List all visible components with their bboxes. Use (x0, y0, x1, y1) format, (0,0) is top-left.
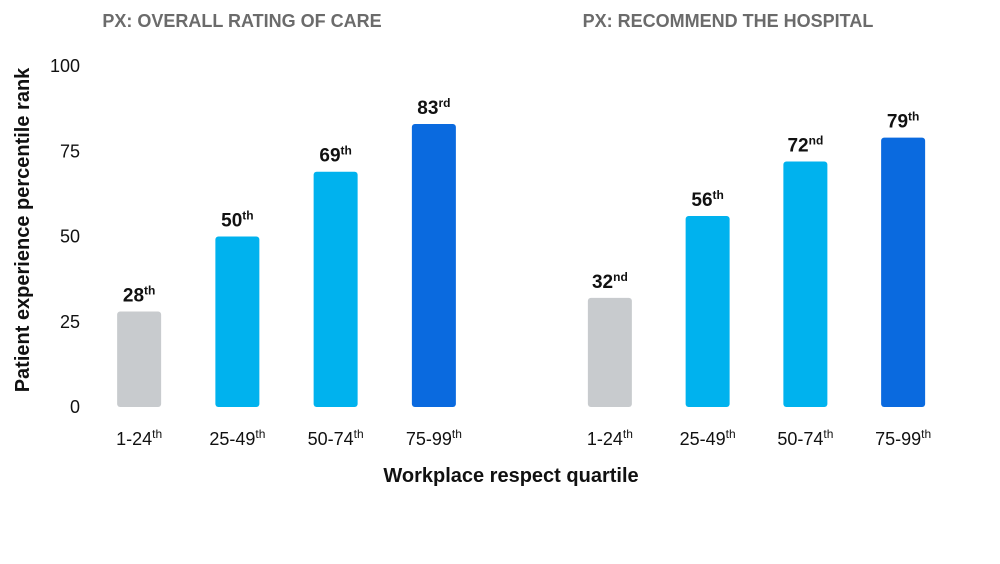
x-tick-label: 25-49th (680, 427, 736, 449)
bar (215, 236, 260, 407)
panel-title: PX: RECOMMEND THE HOSPITAL (583, 11, 874, 31)
bar (411, 123, 456, 407)
value-label: 72nd (787, 133, 823, 156)
y-tick-label: 25 (60, 312, 80, 332)
y-axis-label: Patient experience percentile rank (12, 67, 34, 392)
value-label: 32nd (592, 270, 628, 293)
value-label: 28th (123, 284, 155, 307)
x-tick-label: 50-74th (308, 427, 364, 449)
value-label: 56th (691, 188, 723, 211)
panel-title: PX: OVERALL RATING OF CARE (102, 11, 381, 31)
bar (881, 137, 926, 408)
x-tick-label: 1-24th (587, 427, 633, 449)
x-tick-label: 25-49th (209, 427, 265, 449)
x-tick-label: 1-24th (116, 427, 162, 449)
value-label: 83rd (417, 96, 450, 119)
bar (313, 171, 358, 407)
x-tick-label: 50-74th (777, 427, 833, 449)
bar (685, 216, 730, 407)
value-label: 50th (221, 209, 253, 232)
bar (117, 311, 162, 407)
y-tick-label: 50 (60, 227, 80, 247)
y-tick-label: 75 (60, 141, 80, 161)
x-axis-label: Workplace respect quartile (383, 465, 638, 487)
bar (587, 297, 632, 407)
bar (783, 161, 828, 407)
x-tick-label: 75-99th (875, 427, 931, 449)
value-label: 69th (319, 144, 351, 167)
y-tick-label: 0 (70, 397, 80, 417)
y-tick-label: 100 (50, 56, 80, 76)
x-tick-label: 75-99th (406, 427, 462, 449)
value-label: 79th (887, 110, 919, 133)
